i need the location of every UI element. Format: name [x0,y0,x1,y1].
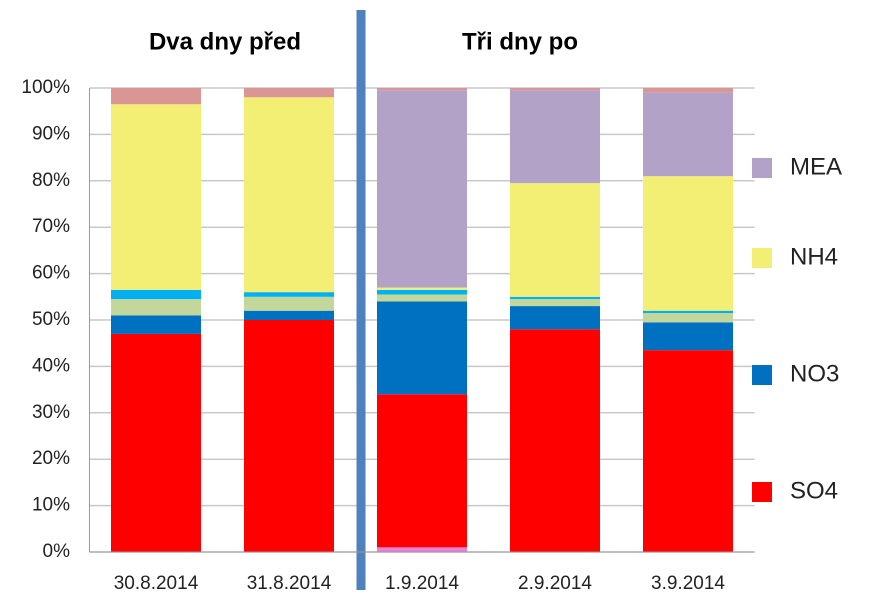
group-label: Dva dny před [149,28,301,55]
bar-segment [244,310,334,320]
bar-segment [111,104,201,290]
bar-segment [377,547,467,552]
bar-segment [377,289,467,295]
bar-segment [510,88,600,91]
bar-segment [510,306,600,330]
legend-swatch [752,482,772,502]
bar-segment [643,322,733,351]
y-tick-label: 90% [32,123,70,144]
legend-swatch [752,365,772,385]
bar-segment [510,296,600,300]
bar-segment [111,333,201,552]
bar-segment [643,92,733,177]
bar-segment [643,88,733,93]
x-tick-label: 30.8.2014 [114,573,199,594]
group-label: Tři dny po [462,28,578,55]
bar-segment [643,350,733,552]
bar-segment [377,394,467,548]
bar-segment [244,320,334,552]
bar-segment [244,88,334,98]
bar-segment [377,90,467,288]
y-tick-label: 0% [43,541,71,562]
y-tick-label: 50% [32,309,70,330]
legend-label: NO3 [790,360,839,387]
y-tick-label: 100% [21,77,70,98]
bar-segment [510,329,600,552]
bar-segment [111,289,201,300]
bar-segment [111,315,201,334]
legend-label: NH4 [790,243,838,270]
x-tick-label: 3.9.2014 [651,573,725,594]
bar-segment [377,287,467,290]
x-tick-label: 2.9.2014 [518,573,592,594]
legend-swatch [752,248,772,268]
x-tick-label: 31.8.2014 [247,573,332,594]
legend-label: MEA [790,153,842,180]
y-tick-label: 40% [32,355,70,376]
legend-swatch [752,158,772,178]
bar-segment [111,299,201,316]
bar-segment [510,299,600,307]
bar-segment [643,313,733,323]
bar-segment [244,292,334,297]
bar-segment [643,310,733,314]
x-tick-label: 1.9.2014 [385,573,459,594]
bar-segment [377,88,467,91]
bar-segment [510,183,600,297]
bar-segment [111,88,201,105]
bar-segment [244,296,334,311]
y-tick-label: 80% [32,170,70,191]
y-tick-label: 10% [32,495,70,516]
bar-segment [510,90,600,184]
y-tick-label: 20% [32,448,70,469]
bar-segment [377,294,467,302]
legend-label: SO4 [790,477,838,504]
y-tick-label: 30% [32,402,70,423]
y-tick-label: 70% [32,216,70,237]
bar-segment [377,301,467,395]
y-tick-label: 60% [32,263,70,284]
bar-segment [244,97,334,293]
bar-segment [643,176,733,311]
